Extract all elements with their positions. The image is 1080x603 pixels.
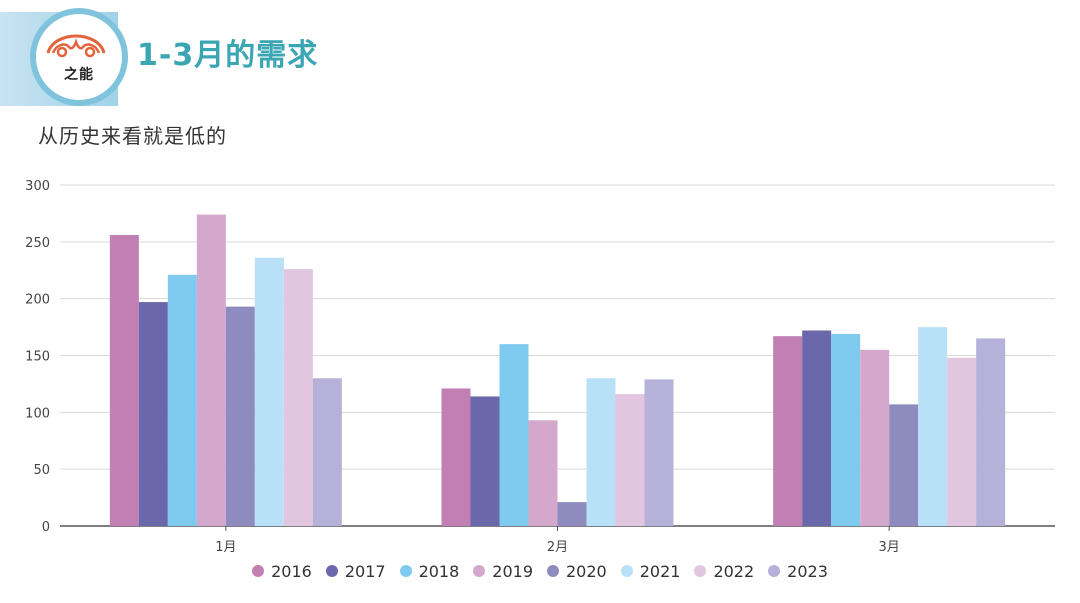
y-tick-label: 0 — [42, 520, 50, 535]
bar-2023-2 — [644, 379, 674, 526]
car-logo-icon — [46, 34, 106, 58]
bar-2020-2 — [557, 502, 587, 526]
legend-swatch — [547, 565, 559, 577]
y-tick-label: 200 — [25, 293, 50, 308]
bar-2016-3 — [773, 336, 803, 526]
bar-2022-2 — [615, 394, 645, 526]
legend-swatch — [473, 565, 486, 577]
logo-disc — [36, 14, 122, 100]
legend-label: 2022 — [713, 561, 755, 581]
bar-2020-1 — [225, 306, 255, 526]
bar-2017-1 — [138, 302, 168, 526]
x-tick-label: 1月 — [215, 540, 236, 555]
bar-2019-1 — [196, 214, 226, 526]
x-tick-label: 3月 — [879, 540, 900, 555]
y-tick-label: 100 — [25, 406, 50, 421]
legend-label: 2023 — [787, 561, 828, 581]
bar-2023-3 — [976, 338, 1006, 526]
bar-2022-1 — [283, 269, 313, 526]
legend-swatch — [325, 565, 338, 577]
bar-2021-1 — [254, 257, 284, 526]
logo-text: 之能 — [64, 67, 94, 83]
bar-2019-2 — [528, 420, 558, 526]
legend-item-2016: 2016 — [252, 562, 312, 581]
legend-label: 2018 — [418, 561, 460, 581]
bar-2016-2 — [441, 388, 471, 526]
bar-2019-3 — [860, 349, 890, 526]
legend-item-2021: 2021 — [620, 561, 681, 581]
y-tick-label: 300 — [25, 179, 50, 194]
legend-label: 2017 — [344, 561, 386, 581]
page-title: 1-3月的需求 — [137, 38, 319, 73]
x-tick-label: 2月 — [547, 540, 568, 555]
bar-chart: 0 50 100 150 200 250 300 1月 2月 3月 — [25, 179, 1055, 555]
legend-swatch — [399, 565, 412, 577]
legend-label: 2019 — [492, 561, 533, 581]
legend-label: 2021 — [639, 561, 681, 581]
legend-swatch — [694, 565, 707, 577]
bar-2018-2 — [499, 344, 529, 526]
legend-label: 2020 — [566, 561, 607, 581]
legend-item-2019: 2019 — [473, 562, 533, 581]
bar-2018-1 — [167, 274, 197, 526]
bar-2021-2 — [586, 378, 616, 526]
bar-2022-3 — [947, 357, 977, 526]
bar-2023-1 — [312, 378, 342, 526]
legend-item-2017: 2017 — [325, 561, 386, 581]
legend-item-2023: 2023 — [768, 562, 828, 581]
legend-swatch — [620, 565, 633, 577]
bar-2017-2 — [470, 396, 500, 526]
legend-item-2022: 2022 — [694, 562, 754, 581]
legend-swatch — [252, 565, 265, 577]
y-tick-label: 150 — [25, 350, 50, 365]
chart-subtitle: 从历史来看就是低的 — [38, 124, 227, 148]
legend-item-2020: 2020 — [547, 562, 607, 581]
bar-2021-3 — [918, 327, 948, 526]
bar-2016-1 — [109, 235, 139, 526]
chart-legend: 2016 2017 2018 2019 2020 2021 2022 2023 — [0, 559, 1080, 583]
legend-label: 2016 — [271, 561, 312, 581]
y-tick-label: 250 — [25, 236, 50, 251]
y-tick-label: 50 — [33, 463, 50, 478]
bar-2018-3 — [831, 333, 861, 526]
legend-swatch — [768, 565, 781, 577]
bar-2017-3 — [802, 330, 832, 526]
legend-item-2018: 2018 — [399, 561, 460, 581]
bar-2020-3 — [889, 404, 919, 526]
